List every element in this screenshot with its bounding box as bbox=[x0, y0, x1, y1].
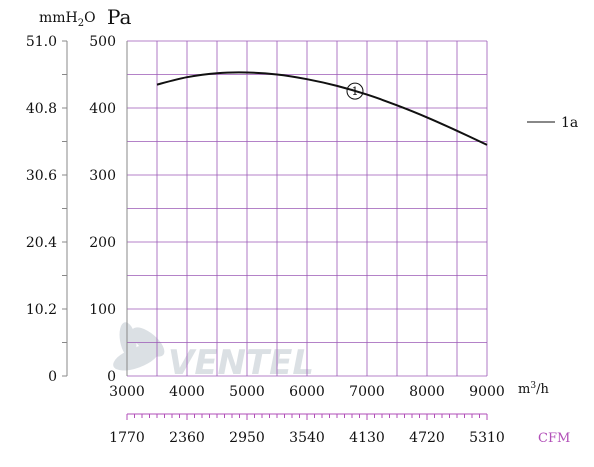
x-tick-labels: 3000 4000 5000 6000 7000 8000 9000 bbox=[109, 384, 505, 400]
x2-tick-label: 4720 bbox=[409, 430, 445, 446]
minor-ticks bbox=[62, 40, 488, 420]
x-axis-unit-label: m3/h bbox=[518, 381, 549, 397]
y2-tick-label: 10.2 bbox=[26, 302, 57, 318]
x2-tick-label: 3540 bbox=[289, 430, 325, 446]
y-tick-label: 400 bbox=[89, 101, 116, 117]
x-tick-label: 5000 bbox=[229, 384, 265, 400]
y2-tick-label: 0 bbox=[48, 369, 57, 385]
y2-tick-label: 30.6 bbox=[26, 168, 57, 184]
y2-tick-label: 51.0 bbox=[26, 34, 57, 50]
y2-tick-label: 40.8 bbox=[26, 101, 57, 117]
x-tick-label: 9000 bbox=[469, 384, 505, 400]
y-axis-mmh2o-label: mmH2O bbox=[39, 10, 96, 29]
x-tick-label: 8000 bbox=[409, 384, 445, 400]
x2-tick-label: 2360 bbox=[169, 430, 205, 446]
x2-tick-label: 2950 bbox=[229, 430, 265, 446]
legend: 1a bbox=[527, 115, 578, 131]
curve-marker-label: 1 bbox=[352, 85, 359, 98]
watermark-text: VENTEL bbox=[168, 343, 314, 383]
x-tick-label: 3000 bbox=[109, 384, 145, 400]
y2-tick-labels: 0 10.2 20.4 30.6 40.8 51.0 bbox=[26, 34, 57, 385]
x2-tick-label: 4130 bbox=[349, 430, 385, 446]
legend-label: 1a bbox=[561, 115, 578, 131]
y-tick-label: 200 bbox=[89, 235, 116, 251]
y-axis-pa-label: Pa bbox=[107, 5, 132, 29]
curve-marker-circle bbox=[346, 82, 364, 100]
x-tick-label: 6000 bbox=[289, 384, 325, 400]
y-tick-label: 500 bbox=[89, 34, 116, 50]
y-tick-label: 100 bbox=[89, 302, 116, 318]
x-tick-label: 7000 bbox=[349, 384, 385, 400]
x-tick-label: 4000 bbox=[169, 384, 205, 400]
y-tick-labels: 0 100 200 300 400 500 bbox=[89, 34, 116, 385]
x2-tick-label: 5310 bbox=[469, 430, 505, 446]
y-tick-label: 300 bbox=[89, 168, 116, 184]
x2-axis-unit-label: CFM bbox=[538, 431, 570, 446]
watermark-fan-icon bbox=[113, 322, 165, 371]
x2-tick-labels: 1770 2360 2950 3540 4130 4720 5310 bbox=[109, 430, 505, 446]
y-tick-label: 0 bbox=[107, 369, 116, 385]
curve-marker: 1 bbox=[346, 82, 364, 100]
y2-tick-label: 20.4 bbox=[26, 235, 57, 251]
watermark: VENTEL bbox=[113, 322, 314, 383]
plot-grid bbox=[126, 40, 488, 377]
series-1a-curve bbox=[156, 71, 488, 146]
x2-tick-label: 1770 bbox=[109, 430, 145, 446]
